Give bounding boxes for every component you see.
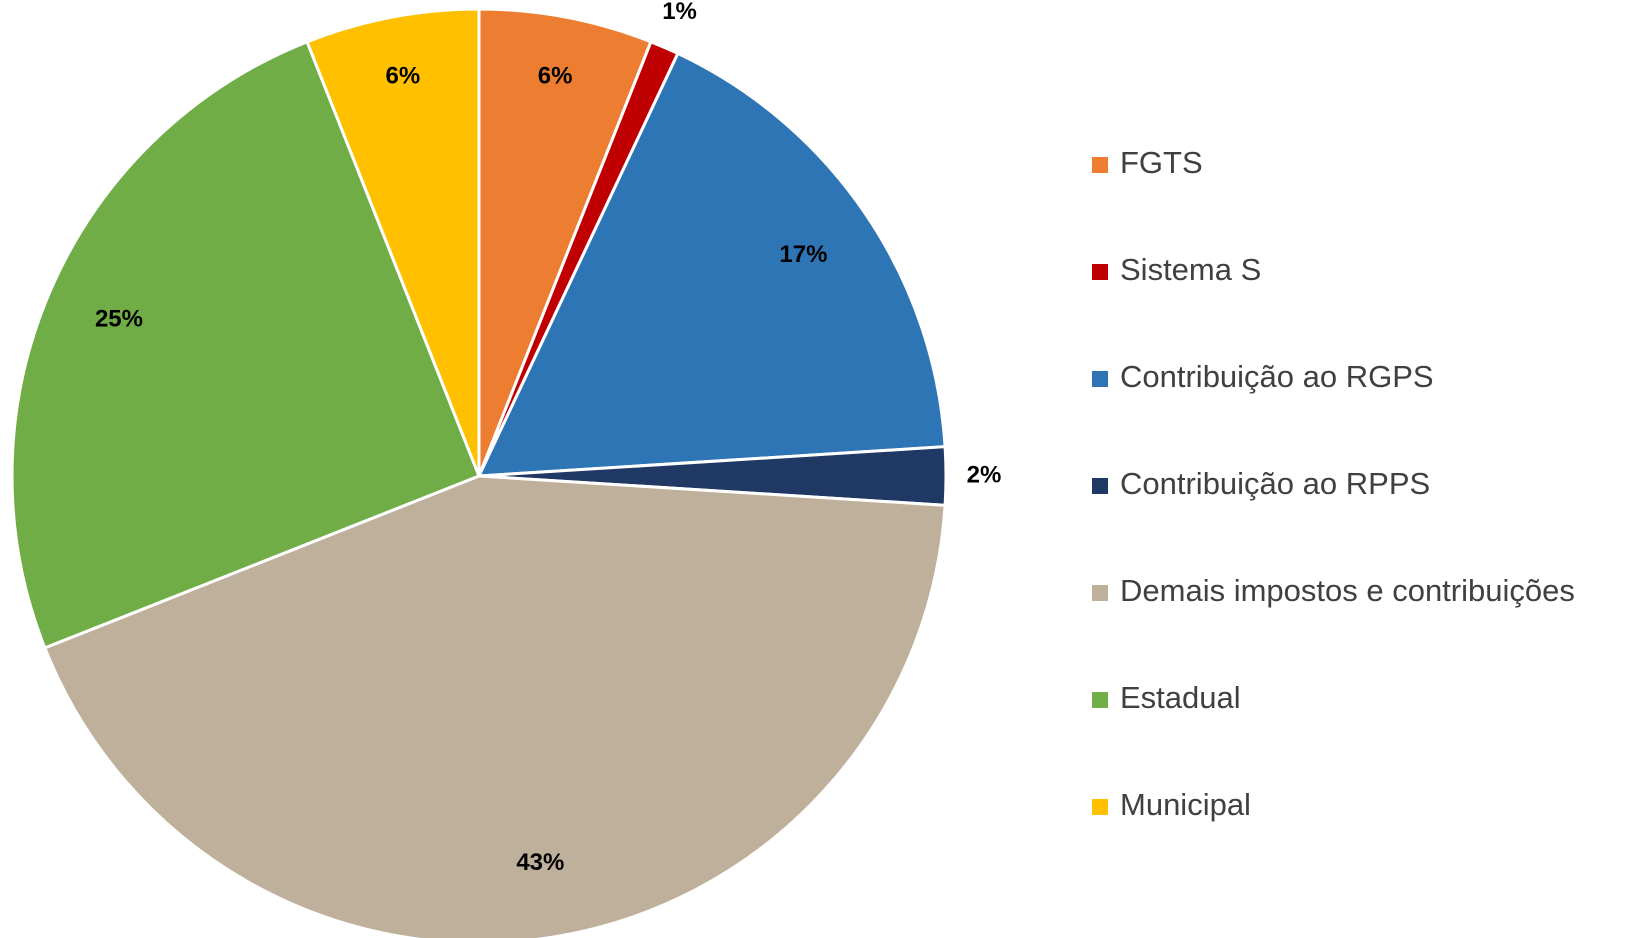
legend-swatch — [1092, 371, 1108, 387]
legend-swatch — [1092, 585, 1108, 601]
legend-swatch — [1092, 799, 1108, 815]
legend-swatch — [1092, 478, 1108, 494]
legend-label: Demais impostos e contribuições — [1120, 573, 1575, 608]
data-label: 6% — [386, 62, 421, 89]
pie-slice — [477, 7, 653, 477]
legend-label: Municipal — [1120, 787, 1251, 822]
legend-label: Contribuição ao RPPS — [1120, 466, 1430, 501]
legend-label: Estadual — [1120, 680, 1241, 715]
legend-swatch — [1092, 264, 1108, 280]
pie-slice — [476, 51, 947, 478]
pie-slice — [305, 7, 481, 477]
legend-swatch — [1092, 157, 1108, 173]
data-label: 43% — [516, 849, 564, 876]
legend-swatch — [1092, 692, 1108, 708]
legend-label: FGTS — [1120, 145, 1203, 180]
data-label: 25% — [95, 306, 143, 333]
pie-slice — [10, 39, 481, 650]
data-label: 1% — [662, 0, 697, 25]
data-label: 6% — [538, 62, 573, 89]
data-label: 17% — [779, 241, 827, 268]
pie-slice — [42, 474, 947, 938]
legend-label: Contribuição ao RGPS — [1120, 359, 1434, 394]
data-label: 2% — [967, 461, 1002, 488]
legend-label: Sistema S — [1120, 252, 1261, 287]
